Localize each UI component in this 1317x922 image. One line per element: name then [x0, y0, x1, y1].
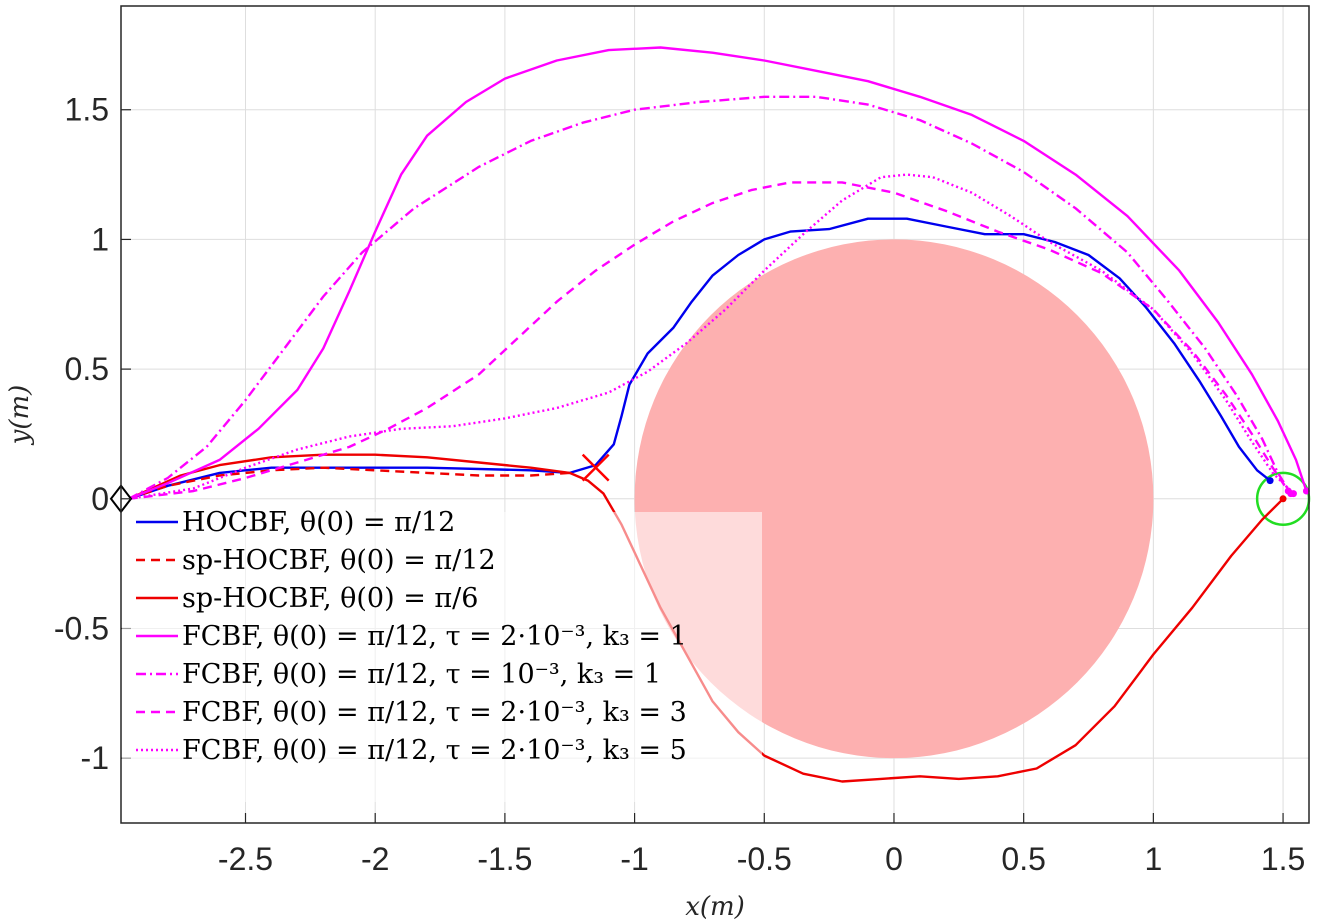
legend-label-1: HOCBF, θ(0) = π/12: [182, 507, 455, 538]
y-tick-label: 1.5: [65, 92, 109, 128]
marker-layer: [109, 453, 610, 514]
collision-cross-marker: [581, 453, 610, 482]
y-tick-label: 1: [91, 221, 109, 257]
series-end-point-7: [1289, 490, 1297, 498]
axes-box: [120, 5, 1310, 824]
x-tick-label: 0.5: [1001, 841, 1045, 877]
x-tick-label: -2.5: [218, 841, 273, 877]
x-tick-label: -2: [361, 841, 389, 877]
legend-label-6: FCBF, θ(0) = π/12, τ = 2·10⁻³, k₃ = 3: [182, 697, 687, 728]
x-tick-label: 1.5: [1261, 841, 1305, 877]
x-tick-label: -0.5: [737, 841, 792, 877]
legend-label-4: FCBF, θ(0) = π/12, τ = 2·10⁻³, k₃ = 1: [182, 621, 687, 652]
series-line-7: [128, 173, 1295, 500]
series-end-point-6: [1284, 487, 1292, 495]
series-line-2: [128, 466, 570, 500]
legend: HOCBF, θ(0) = π/12 sp-HOCBF, θ(0) = π/12 s…: [122, 507, 762, 802]
y-tick-labels: -1 -0.5 0 0.5 1 1.5: [54, 92, 131, 776]
legend-label-5: FCBF, θ(0) = π/12, τ = 10⁻³, k₃ = 1: [182, 659, 661, 690]
series-end-point-1: [1266, 477, 1274, 485]
legend-background: [122, 512, 762, 802]
legend-label-7: FCBF, θ(0) = π/12, τ = 2·10⁻³, k₃ = 5: [182, 735, 687, 766]
series-end-point-3: [1279, 495, 1287, 503]
series-line-5: [128, 95, 1292, 500]
y-axis-label: y(m): [5, 385, 35, 446]
x-axis-label: x(m): [685, 892, 745, 922]
series-end-point-4: [1302, 487, 1310, 495]
legend-label-3: sp-HOCBF, θ(0) = π/6: [182, 583, 478, 614]
obstacle-circle: [634, 239, 1154, 759]
y-tick-label: 0: [91, 481, 109, 517]
series-line-4: [128, 46, 1308, 500]
legend-label-2: sp-HOCBF, θ(0) = π/12: [182, 545, 496, 576]
series-line-1: [128, 217, 1271, 500]
y-tick-label: -1: [81, 740, 109, 776]
x-tick-label: -1.5: [477, 841, 532, 877]
x-tick-label: -1: [620, 841, 648, 877]
y-tick-label: -0.5: [54, 610, 109, 646]
x-tick-label: 0: [885, 841, 903, 877]
x-tick-labels: -2.5 -2 -1.5 -1 -0.5 0 0.5 1 1.5: [218, 813, 1305, 877]
series-line-6: [128, 181, 1290, 500]
x-tick-label: 1: [1144, 841, 1162, 877]
y-tick-label: 0.5: [65, 351, 109, 387]
